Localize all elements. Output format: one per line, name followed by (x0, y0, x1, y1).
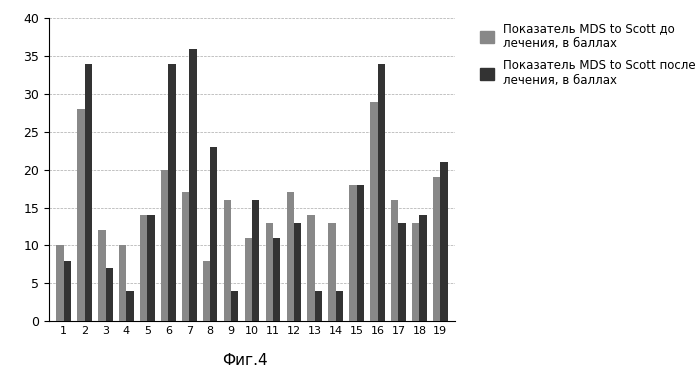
Bar (85, 64, 92, 321)
Bar (140, 215, 148, 321)
Bar (286, 193, 294, 321)
Bar (189, 49, 197, 321)
Bar (315, 291, 322, 321)
Bar (98, 230, 106, 321)
Bar (77, 109, 85, 321)
Bar (245, 238, 252, 321)
Bar (56, 245, 64, 321)
Bar (412, 223, 419, 321)
Text: Фиг.4: Фиг.4 (222, 353, 268, 368)
Bar (307, 215, 315, 321)
Bar (119, 245, 127, 321)
Bar (265, 223, 273, 321)
Bar (64, 261, 71, 321)
Bar (252, 200, 259, 321)
Bar (328, 223, 336, 321)
Bar (419, 215, 427, 321)
Bar (210, 147, 218, 321)
Bar (398, 223, 406, 321)
Bar (106, 268, 113, 321)
Bar (182, 193, 189, 321)
Bar (370, 101, 377, 321)
Bar (349, 185, 356, 321)
Bar (231, 291, 239, 321)
Legend: Показатель MDS to Scott до
лечения, в баллах, Показатель MDS to Scott после
лече: Показатель MDS to Scott до лечения, в ба… (475, 17, 700, 92)
Bar (356, 185, 364, 321)
Bar (377, 64, 385, 321)
Bar (273, 238, 280, 321)
Bar (127, 291, 134, 321)
Bar (161, 170, 168, 321)
Bar (433, 177, 440, 321)
Bar (224, 200, 231, 321)
Bar (440, 162, 448, 321)
Bar (294, 223, 301, 321)
Bar (203, 261, 210, 321)
Bar (168, 64, 176, 321)
Bar (391, 200, 398, 321)
Bar (148, 215, 155, 321)
Bar (336, 291, 343, 321)
